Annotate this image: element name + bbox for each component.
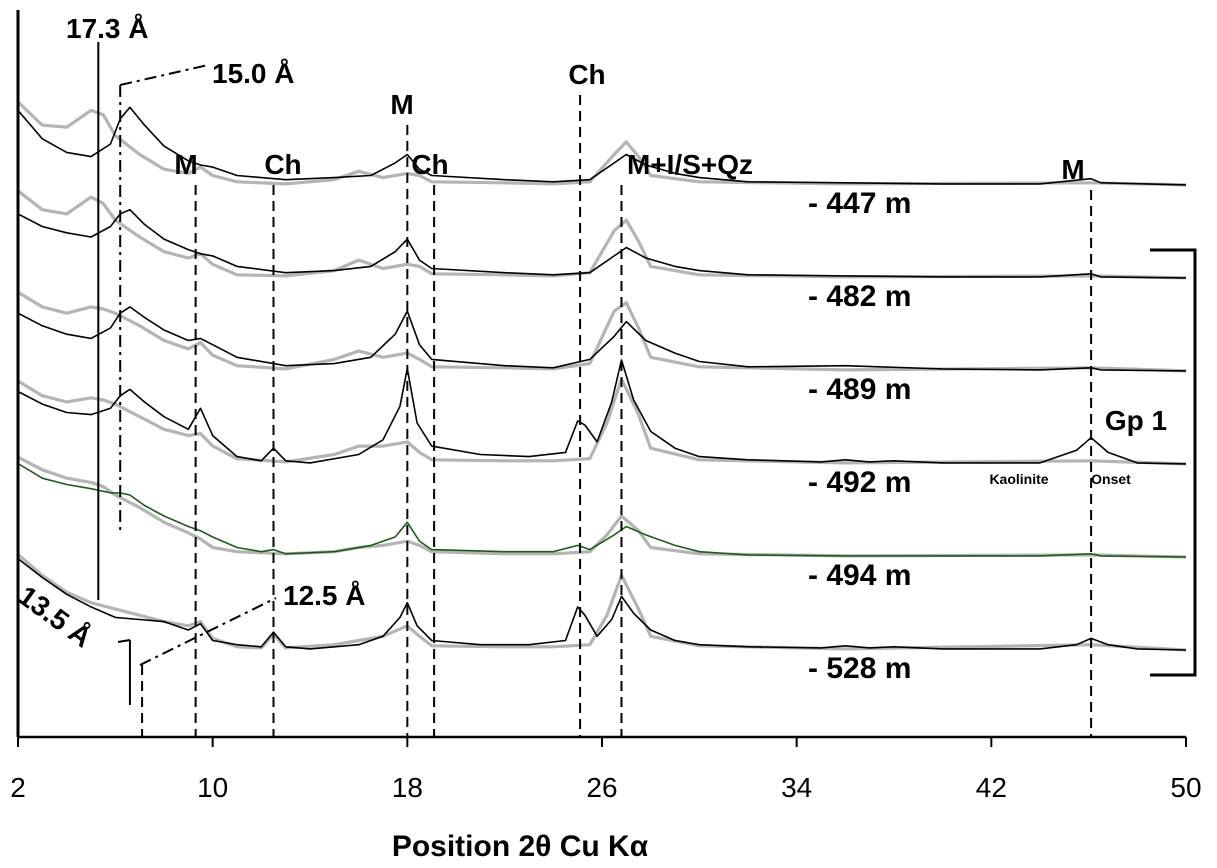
- peak-label-m-i-s-qz: M+I/S+Qz: [627, 149, 753, 180]
- peak-label-17-3: 17.3 Å: [66, 13, 149, 44]
- x-tick-label-6: 50: [1170, 772, 1201, 803]
- depth-label-5: - 528 m: [808, 652, 911, 685]
- trace-black-5: [17, 557, 1187, 651]
- kaolinite-label: Kaolinite: [989, 471, 1048, 487]
- x-tick-label-0: 2: [10, 772, 26, 803]
- peak-label-ch-3: Ch: [568, 59, 605, 90]
- trace-black-2: [17, 306, 1187, 372]
- peak-label-m-3: M: [1061, 154, 1084, 185]
- leader-15-0: [119, 64, 209, 86]
- x-tick-label-1: 10: [197, 772, 228, 803]
- x-ticks-layer: 2 10 18 26 34 42 50: [10, 737, 1202, 803]
- trace-black-3: [17, 359, 1187, 465]
- peak-label-ch-1: Ch: [264, 149, 301, 180]
- peak-label-13-5: 13.5 Å: [12, 580, 97, 654]
- depth-label-3: - 492 m: [808, 466, 911, 499]
- trace-gray-0: [16, 100, 1187, 187]
- leader-13-5: [117, 639, 131, 643]
- onset-label: Onset: [1091, 471, 1131, 487]
- labels-layer: Position 2θ Cu Kα 17.3 Å 15.0 Å M Ch M C…: [12, 13, 1167, 863]
- x-tick-label-2: 18: [392, 772, 423, 803]
- trace-gray-1: [17, 189, 1187, 280]
- x-tick-label-4: 34: [781, 772, 812, 803]
- depth-label-1: - 482 m: [808, 280, 911, 313]
- depth-label-4: - 494 m: [808, 559, 911, 592]
- trace-gray-5: [16, 553, 1187, 652]
- group-label: Gp 1: [1105, 405, 1167, 436]
- trace-gray-2: [17, 290, 1187, 373]
- leader-12-5: [139, 597, 277, 666]
- x-tick-label-3: 26: [586, 772, 617, 803]
- trace-black-0: [17, 106, 1187, 186]
- group-bracket: [1150, 248, 1197, 677]
- reference-lines-layer: [97, 42, 1093, 737]
- trace-black-4: [17, 462, 1187, 558]
- peak-label-15-0: 15.0 Å: [212, 58, 295, 89]
- depth-label-0: - 447 m: [808, 187, 911, 220]
- trace-layer: [16, 100, 1187, 652]
- x-axis-title: Position 2θ Cu Kα: [392, 830, 649, 863]
- depth-labels-layer: - 447 m - 482 m - 489 m - 492 m - 494 m - 528…: [808, 187, 911, 685]
- trace-black-1: [17, 208, 1187, 279]
- peak-label-m-2: M: [390, 89, 413, 120]
- peak-label-12-5: 12.5 Å: [283, 580, 366, 611]
- x-tick-label-5: 42: [976, 772, 1007, 803]
- peak-label-m-1: M: [174, 149, 197, 180]
- depth-label-2: - 489 m: [808, 373, 911, 406]
- peak-label-ch-2: Ch: [411, 149, 448, 180]
